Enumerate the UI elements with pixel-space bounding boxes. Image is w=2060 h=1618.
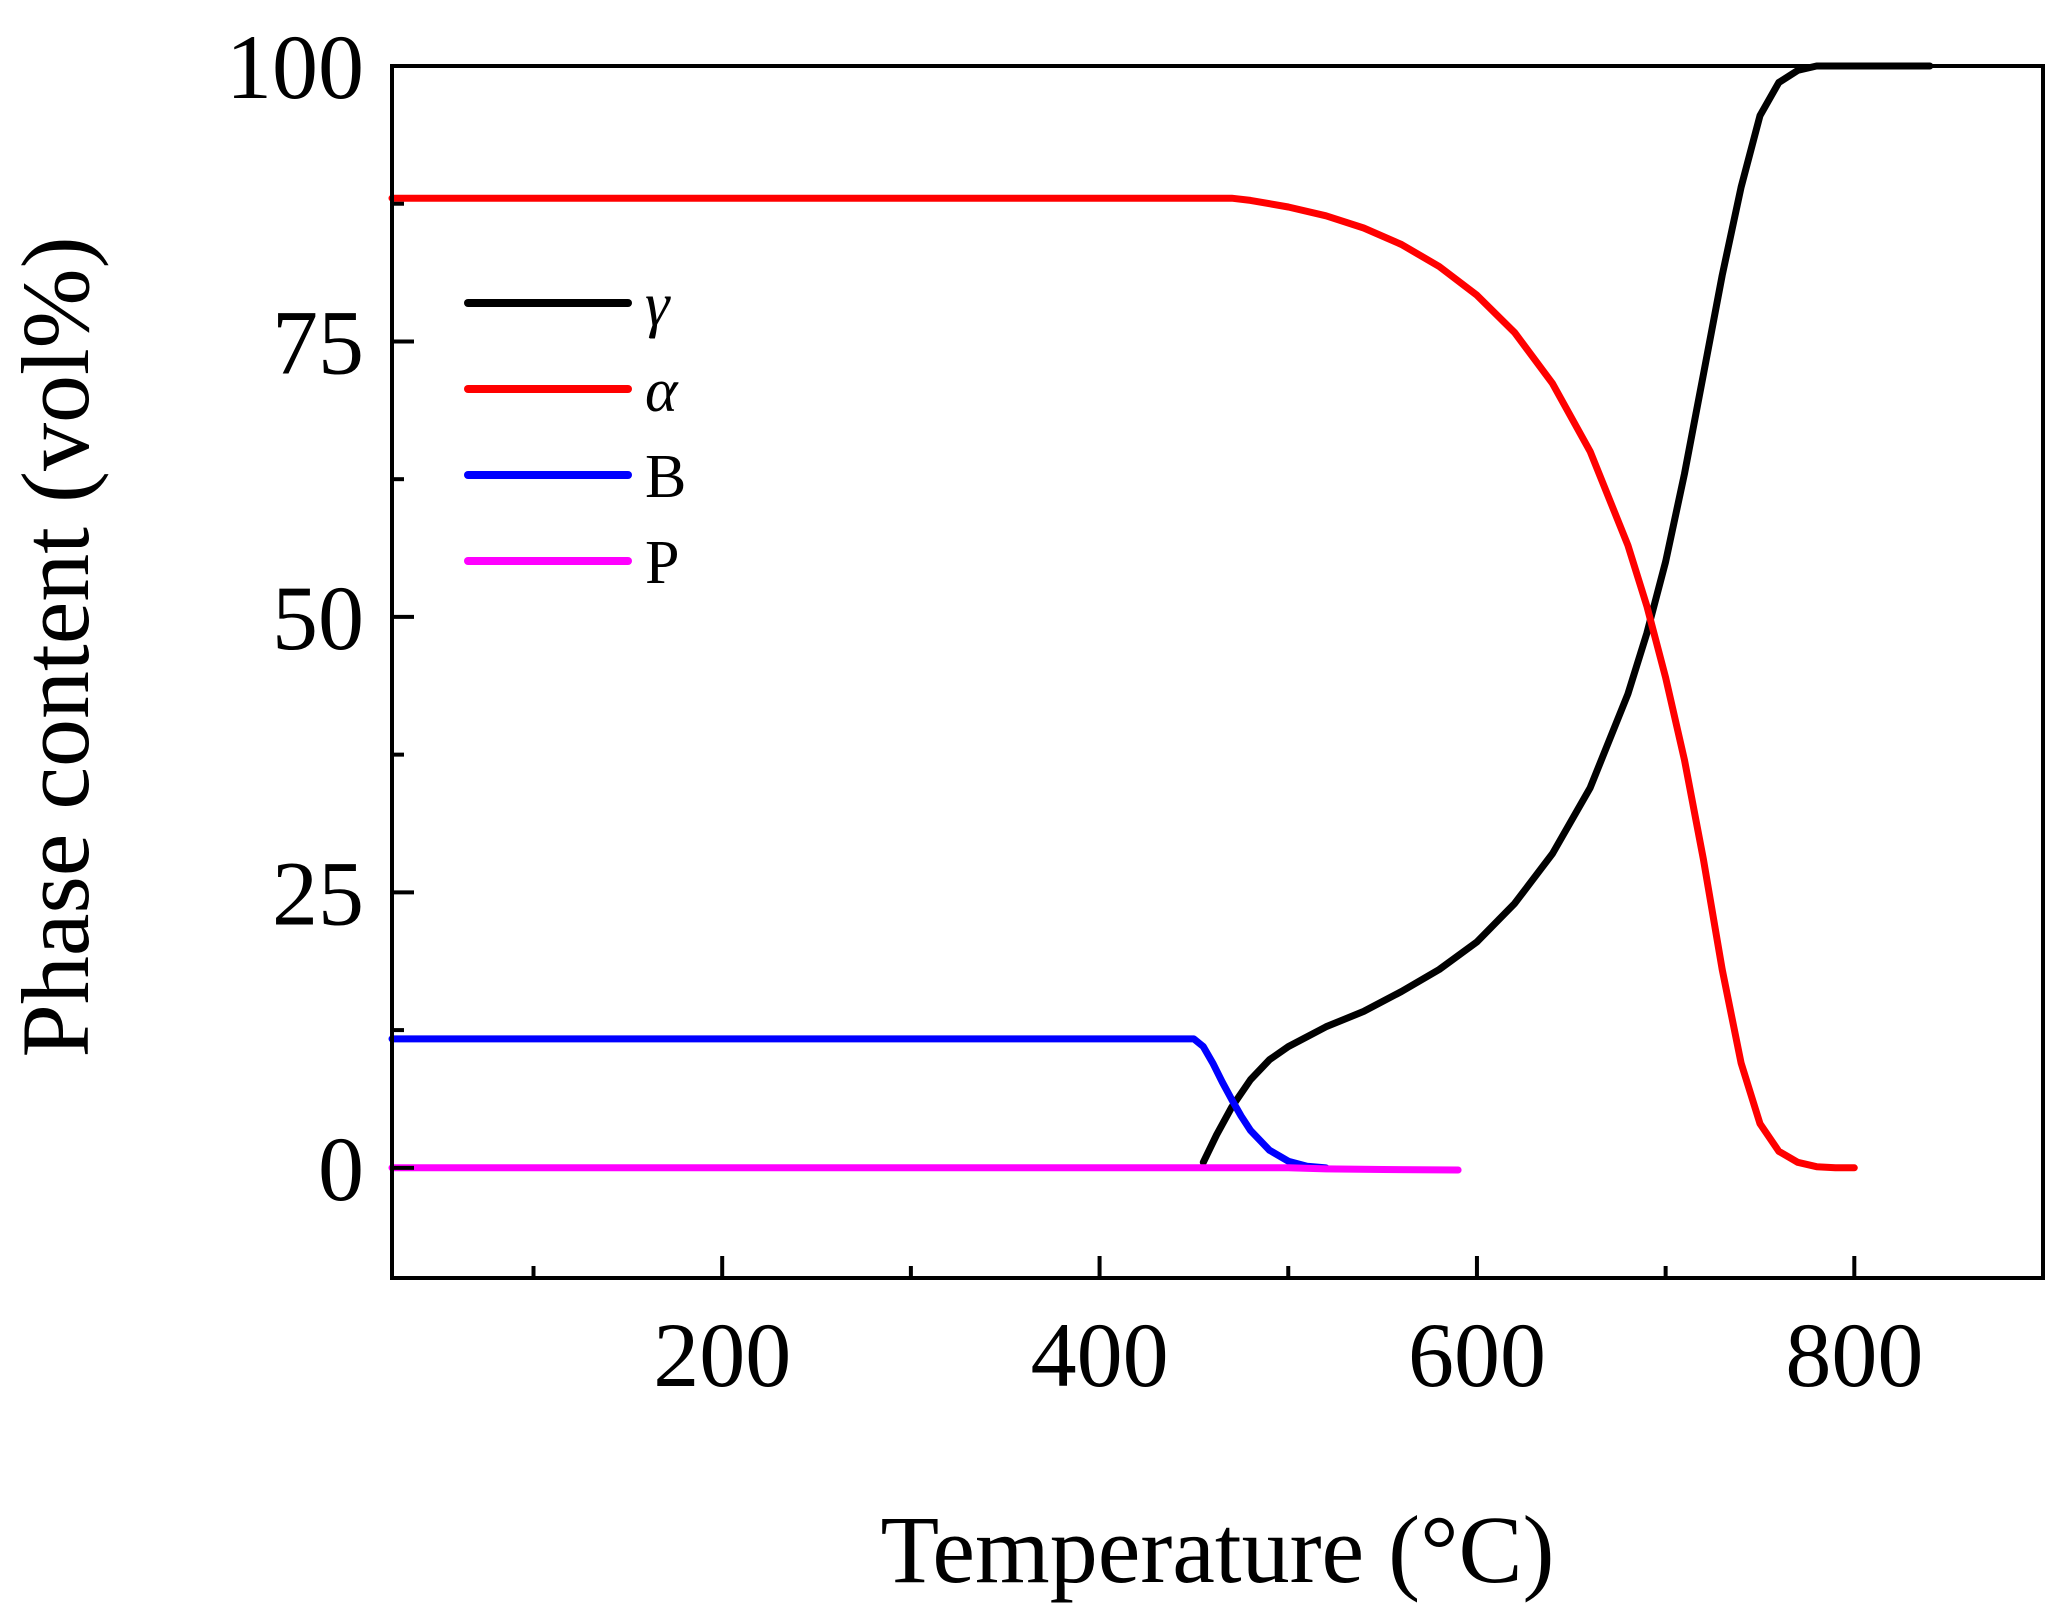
x-axis-title: Temperature (°C): [880, 1496, 1554, 1603]
x-tick-label: 600: [1408, 1304, 1546, 1406]
x-tick-label: 200: [653, 1304, 791, 1406]
y-tick-label: 50: [272, 567, 364, 669]
series-line-2: [388, 1035, 1330, 1172]
x-tick-label: 400: [1031, 1304, 1169, 1406]
series-line-0: [1199, 62, 1934, 1166]
series-line-1: [388, 194, 1858, 1172]
x-tick-label: 800: [1785, 1304, 1923, 1406]
y-tick-label: 0: [318, 1118, 364, 1220]
legend-label-3: P: [645, 529, 679, 597]
axis-ticks: [392, 64, 1857, 1278]
y-axis-title: Phase content (vol%): [2, 236, 109, 1057]
y-tick-label: 100: [226, 16, 364, 118]
legend-label-2: B: [645, 443, 686, 511]
y-tick-label: 25: [272, 842, 364, 944]
axis-tick-labels: 200 400 600 800 0 25 50 75 100: [226, 16, 1923, 1406]
legend-label-1: α: [645, 357, 679, 425]
data-series-group: [388, 62, 1934, 1174]
y-tick-label: 75: [272, 291, 364, 393]
series-line-3: [388, 1164, 1462, 1174]
legend-label-0: γ: [645, 271, 671, 339]
plot-frame: [390, 64, 2045, 1280]
